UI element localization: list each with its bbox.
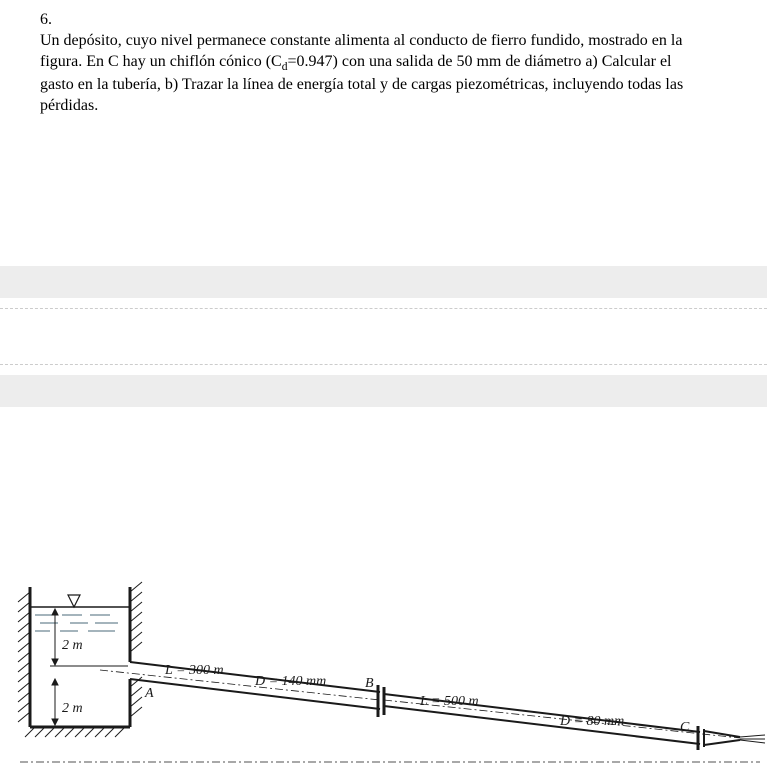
label-pipe2-diameter: D = 80 mm <box>559 714 624 729</box>
label-depth-bottom: 2 m <box>62 701 83 716</box>
label-pipe2-length: L = 500 m <box>419 694 479 709</box>
mid-spacer-3 <box>0 365 767 375</box>
figure-svg: 2 m 2 m L = 300 m D = 140 mm L = 500 m D… <box>0 567 767 777</box>
mid-spacer-1 <box>0 298 767 308</box>
spacer-1 <box>0 116 767 266</box>
label-depth-top: 2 m <box>62 638 83 653</box>
problem-body: Un depósito, cuyo nivel permanece consta… <box>40 31 700 117</box>
label-point-a: A <box>144 686 154 701</box>
label-pipe1-diameter: D = 140 mm <box>254 674 326 689</box>
label-point-c: C <box>680 720 690 735</box>
hydraulics-figure: 2 m 2 m L = 300 m D = 140 mm L = 500 m D… <box>0 567 767 777</box>
problem-number: 6. <box>40 10 65 31</box>
problem-statement: 6. Un depósito, cuyo nivel permanece con… <box>0 0 767 116</box>
gray-band-top <box>0 266 767 298</box>
mid-spacer-2 <box>0 309 767 364</box>
label-point-b: B <box>365 676 374 691</box>
gray-band-bottom <box>0 375 767 407</box>
label-pipe1-length: L = 300 m <box>164 663 224 678</box>
